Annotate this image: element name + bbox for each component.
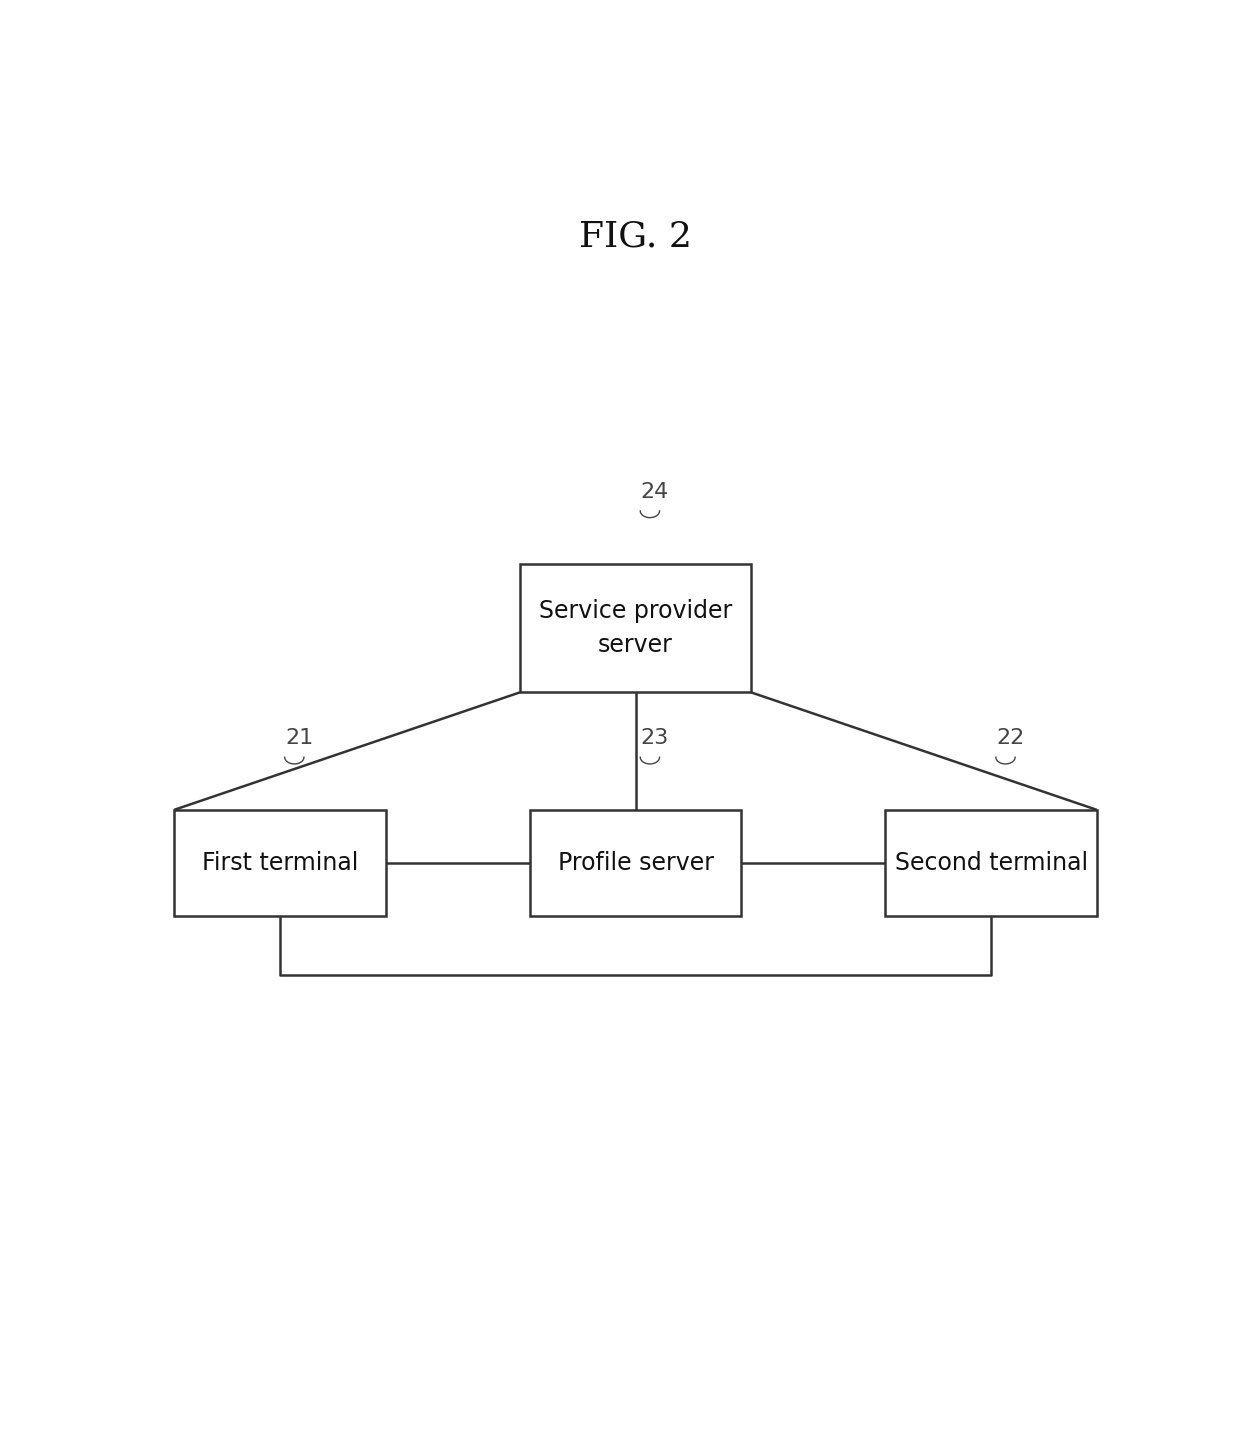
Text: Second terminal: Second terminal (894, 851, 1087, 875)
FancyBboxPatch shape (529, 810, 742, 916)
Text: 21: 21 (285, 728, 314, 749)
FancyBboxPatch shape (521, 564, 751, 692)
Text: Service provider
server: Service provider server (539, 599, 732, 657)
Text: 23: 23 (641, 728, 668, 749)
Text: Profile server: Profile server (558, 851, 713, 875)
Text: 24: 24 (641, 481, 668, 502)
Text: 22: 22 (996, 728, 1024, 749)
Text: First terminal: First terminal (202, 851, 358, 875)
Text: FIG. 2: FIG. 2 (579, 220, 692, 253)
FancyBboxPatch shape (174, 810, 386, 916)
FancyBboxPatch shape (885, 810, 1096, 916)
